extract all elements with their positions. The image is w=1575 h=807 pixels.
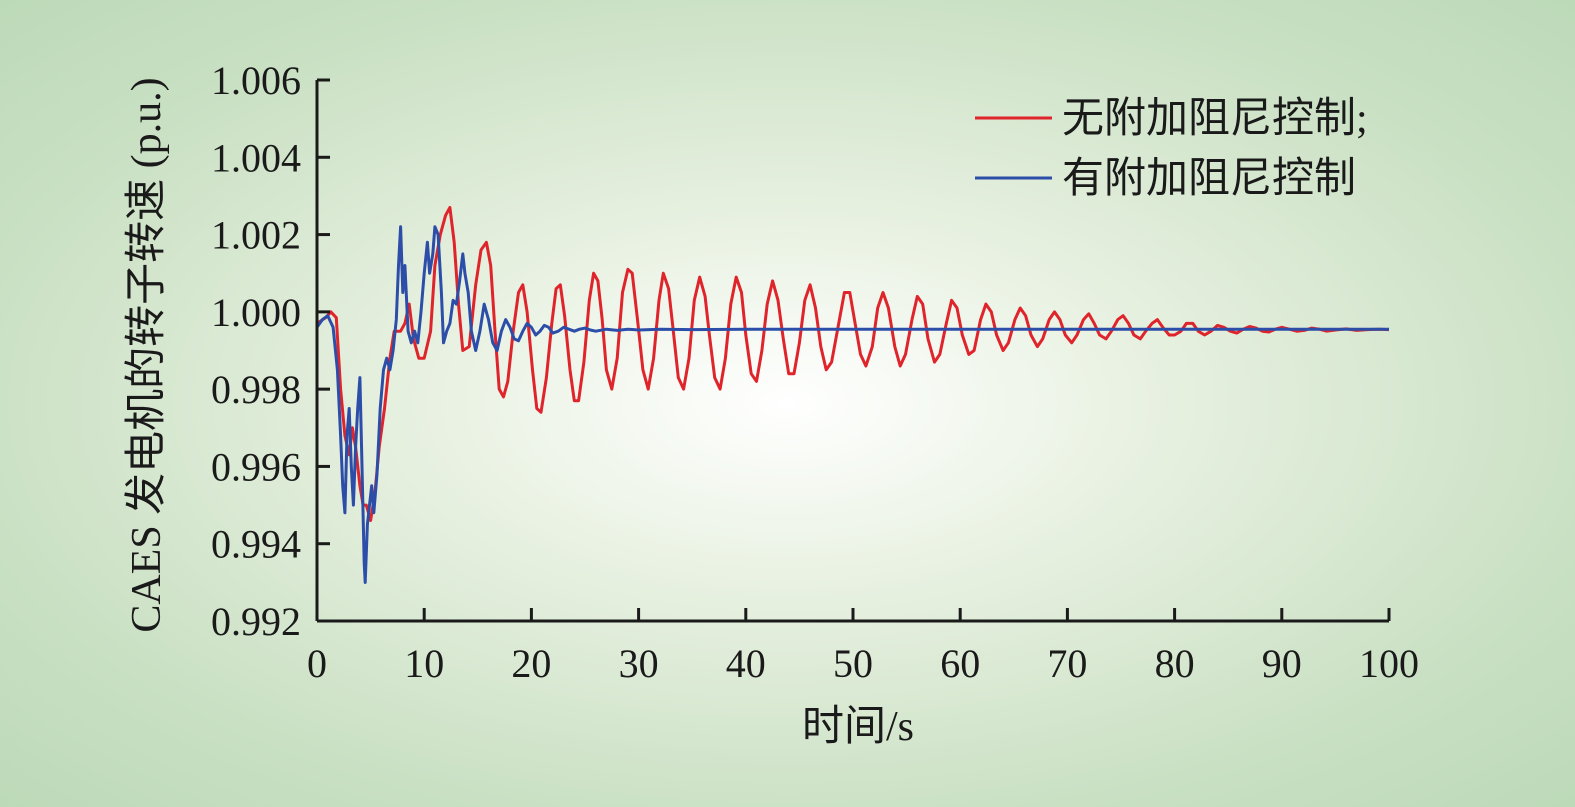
x-tick-label: 30 [619,641,659,686]
y-tick-label: 1.000 [211,290,301,335]
x-tick-label: 90 [1262,641,1302,686]
y-tick-label: 0.994 [211,522,301,567]
series-line-1 [315,225,1389,584]
y-tick-label: 0.996 [211,444,301,489]
x-tick-label: 60 [940,641,980,686]
x-tick-label: 0 [307,641,327,686]
y-axis-title: CAES 发电机的转子转速 (p.u.) [124,77,170,632]
x-tick-label: 70 [1047,641,1087,686]
legend-label-no-damping: 无附加阻尼控制; [1062,96,1368,142]
x-tick-label: 80 [1155,641,1195,686]
x-axis-ticks: 0 10 20 30 40 50 60 70 80 90 100 [307,608,1419,686]
y-tick-label: 0.992 [211,599,301,644]
y-axis-ticks: 0.992 0.994 0.996 0.998 1.000 1.002 1.004 1.006 [211,58,330,644]
y-tick-label: 1.004 [211,135,301,180]
y-tick-label: 1.006 [211,58,301,103]
x-tick-label: 50 [833,641,873,686]
x-tick-label: 40 [726,641,766,686]
legend: 无附加阻尼控制; 有附加阻尼控制 [975,96,1368,202]
x-axis-title: 时间/s [802,704,914,750]
y-tick-label: 0.998 [211,367,301,412]
x-tick-label: 10 [404,641,444,686]
series-line-0 [316,206,1390,522]
y-tick-label: 1.002 [211,213,301,258]
x-tick-label: 100 [1359,641,1419,686]
x-tick-label: 20 [511,641,551,686]
plot-series [315,206,1390,584]
legend-label-with-damping: 有附加阻尼控制 [1062,156,1356,202]
